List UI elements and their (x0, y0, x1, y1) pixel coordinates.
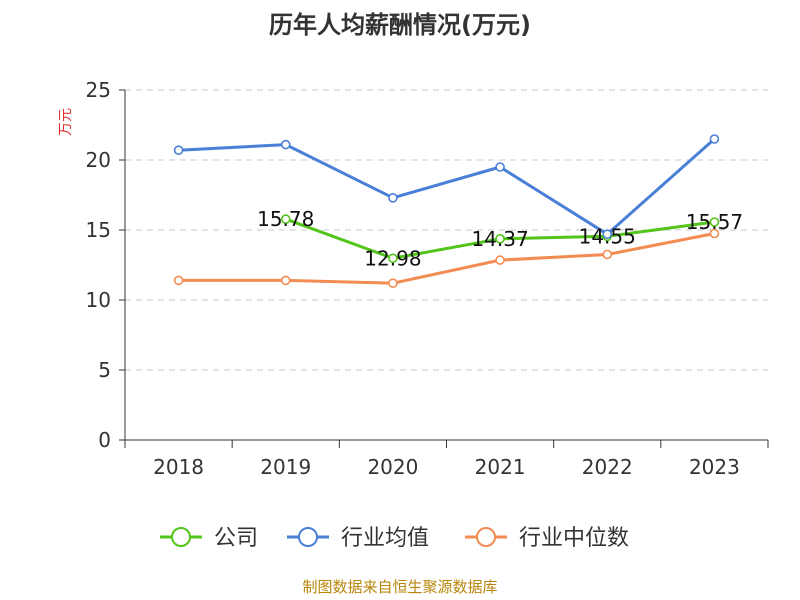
series-行业中位数 (173, 228, 720, 289)
point-行业中位数-2019 (280, 275, 291, 286)
point-行业均值-2023 (709, 134, 720, 144)
chart-title: 历年人均薪酬情况(万元) (269, 11, 531, 39)
legend[interactable]: 公司 行业均值 行业中位数 (160, 526, 629, 551)
x-tick-label-2020: 2020 (367, 455, 418, 479)
point-行业均值-2020 (388, 193, 398, 203)
legend-marker (171, 527, 191, 547)
legend-marker (476, 527, 496, 547)
data-label-2021: 14.37 (471, 227, 528, 251)
y-tick-label-20: 20 (86, 148, 111, 172)
y-tick-label-25: 25 (86, 78, 111, 102)
x-tick-label-2021: 2021 (475, 455, 526, 479)
series-line-行业均值 (178, 137, 716, 236)
source-note: 制图数据来自恒生聚源数据库 (302, 578, 497, 596)
data-label-2019: 15.78 (257, 207, 314, 231)
point-公司-2019 (280, 214, 291, 224)
data-label-2023: 15.57 (686, 210, 743, 234)
point-公司-2023 (709, 217, 720, 227)
series-layer (173, 134, 720, 289)
legend-marker (298, 527, 318, 547)
point-行业中位数-2018 (173, 275, 184, 286)
point-行业均值-2018 (173, 145, 184, 155)
point-公司-2021 (495, 234, 505, 244)
axes: 0 5 10 15 20 25 2018 2019 2020 2021 2022 2023 (86, 78, 769, 479)
series-行业均值 (173, 134, 720, 239)
data-label-2022: 14.55 (579, 224, 636, 248)
point-行业中位数-2021 (495, 255, 505, 265)
y-tick-label-5: 5 (98, 358, 111, 382)
point-行业中位数-2020 (388, 278, 398, 289)
point-行业均值-2021 (495, 162, 505, 172)
x-tick-label-2019: 2019 (260, 455, 311, 479)
y-tick-label-0: 0 (98, 428, 111, 452)
x-tick-label-2018: 2018 (153, 455, 204, 479)
x-tick-label-2022: 2022 (582, 455, 633, 479)
point-行业均值-2019 (280, 139, 291, 150)
legend-label: 行业均值 (341, 526, 429, 551)
point-公司-2020 (388, 253, 398, 264)
y-axis-label: 万元 (58, 108, 74, 136)
series-line-行业中位数 (178, 232, 715, 285)
legend-label: 公司 (214, 526, 258, 551)
point-行业中位数-2022 (602, 249, 613, 260)
data-labels: 15.78 12.98 14.37 14.55 15.57 (257, 207, 743, 270)
legend-item-行业均值[interactable]: 行业均值 (287, 526, 429, 551)
legend-item-行业中位数[interactable]: 行业中位数 (465, 526, 629, 551)
data-label-2020: 12.98 (364, 246, 421, 270)
legend-label: 行业中位数 (519, 526, 629, 551)
point-行业均值-2022 (602, 229, 613, 239)
x-tick-label-2023: 2023 (689, 455, 740, 479)
y-tick-label-15: 15 (86, 218, 111, 242)
grid (125, 89, 768, 371)
point-行业中位数-2023 (709, 228, 720, 239)
y-tick-label-10: 10 (86, 288, 111, 312)
legend-item-公司[interactable]: 公司 (160, 526, 258, 551)
